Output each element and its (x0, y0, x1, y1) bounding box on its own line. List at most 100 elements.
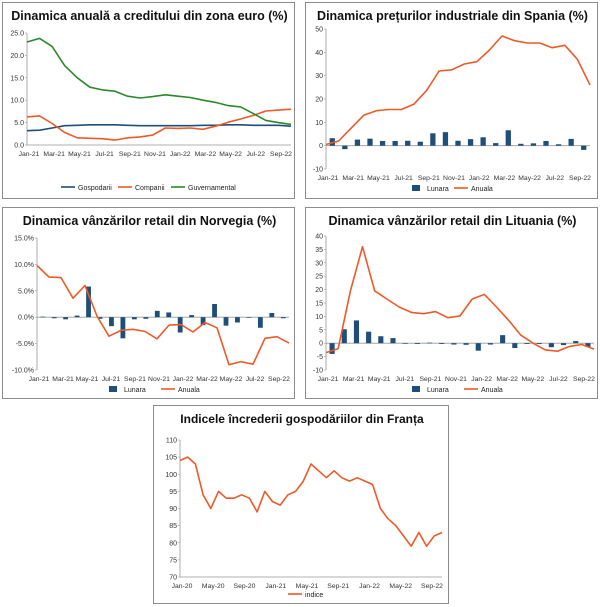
bar-lunara-11 (467, 139, 474, 146)
bar-lunara-9 (442, 132, 449, 146)
bar-lunara-14 (200, 317, 206, 326)
y-tick-label: -10.0% (12, 368, 34, 375)
bar-lunara-7 (414, 343, 420, 345)
legend-label-lunara: Lunara (427, 186, 449, 193)
legend-label-anuala: Anuala (178, 387, 200, 394)
y-tick-label: -10 (313, 167, 323, 174)
y-tick-label: 10.0 (10, 98, 24, 105)
bar-lunara-2 (354, 139, 361, 146)
line-anuala (36, 264, 290, 366)
x-tick-label: Nov-21 (445, 376, 467, 383)
x-tick-label: Jul-21 (394, 175, 413, 182)
x-tick-label: Jan-21 (29, 376, 50, 383)
x-tick-label: Sep-21 (418, 175, 440, 182)
y-tick-label: -10 (313, 368, 323, 375)
legend-label-lunara: Lunara (124, 387, 146, 394)
x-tick-label: May-21 (76, 376, 99, 383)
chart-panel-norway-retail: Dinamica vânzărilor retail din Norvegia … (2, 207, 295, 399)
x-tick-label: Nov-21 (148, 376, 170, 383)
x-tick-label: Jul-21 (95, 151, 114, 158)
bar-lunara-1 (51, 317, 57, 319)
bar-lunara-21 (585, 343, 591, 347)
chart-france-confidence: Indicele încrederii gospodăriilor din Fr… (165, 412, 443, 599)
chart-title: Dinamica anuală a creditului din zona eu… (11, 9, 287, 23)
x-tick-label: Nov-21 (443, 175, 465, 182)
legend-swatch-lunara (109, 386, 117, 392)
bar-lunara-9 (143, 317, 149, 319)
chart-panel-euro-credit: Dinamica anuală a creditului din zona eu… (2, 2, 295, 199)
x-tick-label: May-22 (518, 175, 541, 182)
chart-title: Dinamica vânzărilor retail din Norvegia … (23, 214, 277, 228)
y-tick-label: 20 (315, 97, 323, 104)
y-tick-label: 100 (165, 472, 177, 479)
y-tick-label: 0.0 (14, 143, 24, 150)
bar-lunara-5 (390, 338, 396, 344)
x-tick-label: Mar-22 (195, 151, 217, 158)
line-gospodarii (26, 124, 292, 132)
y-tick-label: 40 (315, 234, 323, 241)
legend-label-anuala: Anuala (471, 186, 493, 193)
bar-lunara-20 (573, 341, 579, 344)
x-tick-label: Mar-21 (342, 175, 364, 182)
bar-lunara-6 (109, 317, 114, 327)
bar-lunara-15 (512, 343, 518, 349)
bar-lunara-12 (475, 343, 481, 351)
line-guvernamental (26, 37, 292, 126)
bar-lunara-5 (392, 141, 398, 146)
y-tick-label: 90 (169, 506, 177, 513)
x-tick-label: Sep-22 (270, 151, 292, 158)
bar-lunara-18 (548, 343, 554, 348)
bar-lunara-7 (417, 141, 423, 146)
bar-lunara-14 (505, 130, 511, 146)
x-tick-label: May-22 (521, 376, 544, 383)
y-tick-label: -5 (317, 354, 323, 361)
y-tick-label: 85 (169, 523, 177, 530)
x-tick-label: May-22 (219, 151, 242, 158)
legend-label-guvernamental: Guvernamental (188, 185, 236, 192)
bar-lunara-17 (543, 141, 549, 146)
y-tick-label: 25 (315, 274, 323, 281)
bar-lunara-8 (430, 133, 436, 146)
bar-lunara-1 (342, 145, 348, 150)
chart-panel-france-confidence: Indicele încrederii gospodăriilor din Fr… (153, 405, 449, 604)
x-tick-label: May-20 (202, 583, 225, 590)
bar-lunara-16 (524, 343, 530, 345)
y-tick-label: 20 (315, 287, 323, 294)
y-tick-label: 30 (315, 73, 323, 80)
line-indice (179, 456, 443, 547)
line-companii (26, 108, 292, 141)
bar-lunara-20 (581, 145, 587, 150)
x-tick-label: Jan-22 (170, 151, 191, 158)
chart-title: Dinamica prețurilor industriale din Span… (317, 9, 588, 23)
y-tick-label: 75 (169, 557, 177, 564)
x-tick-label: Jul-21 (396, 376, 415, 383)
y-tick-label: 10.0% (14, 262, 34, 269)
y-tick-label: 95 (169, 489, 177, 496)
bar-lunara-4 (378, 336, 384, 344)
bar-lunara-5 (97, 317, 103, 319)
legend-label-anuala: Anuala (481, 387, 503, 394)
x-tick-label: Sep-22 (573, 376, 595, 383)
bar-lunara-1 (341, 329, 347, 344)
y-tick-label: 5 (319, 327, 323, 334)
x-tick-label: Sep-21 (419, 376, 441, 383)
bar-lunara-6 (405, 140, 411, 146)
x-tick-label: Jul-22 (246, 376, 265, 383)
bar-lunara-19 (568, 138, 574, 146)
y-tick-label: 110 (166, 438, 177, 445)
x-tick-label: Jan-22 (173, 376, 194, 383)
bar-lunara-19 (257, 317, 263, 328)
y-tick-label: 0 (319, 341, 323, 348)
x-tick-label: Mar-21 (343, 376, 365, 383)
x-tick-label: Jan-22 (359, 583, 380, 590)
y-tick-label: 70 (169, 575, 177, 582)
bar-lunara-11 (166, 312, 172, 318)
chart-spain-prices: Dinamica prețurilor industriale din Span… (313, 9, 591, 193)
x-tick-label: Sep-21 (119, 151, 141, 158)
x-tick-label: Mar-22 (494, 175, 516, 182)
y-tick-label: 15 (315, 301, 323, 308)
x-tick-label: Jan-21 (318, 376, 339, 383)
x-tick-label: Sep-21 (327, 583, 349, 590)
chart-title: Dinamica vânzărilor retail din Lituania … (329, 214, 577, 228)
x-tick-label: Sep-22 (569, 175, 591, 182)
